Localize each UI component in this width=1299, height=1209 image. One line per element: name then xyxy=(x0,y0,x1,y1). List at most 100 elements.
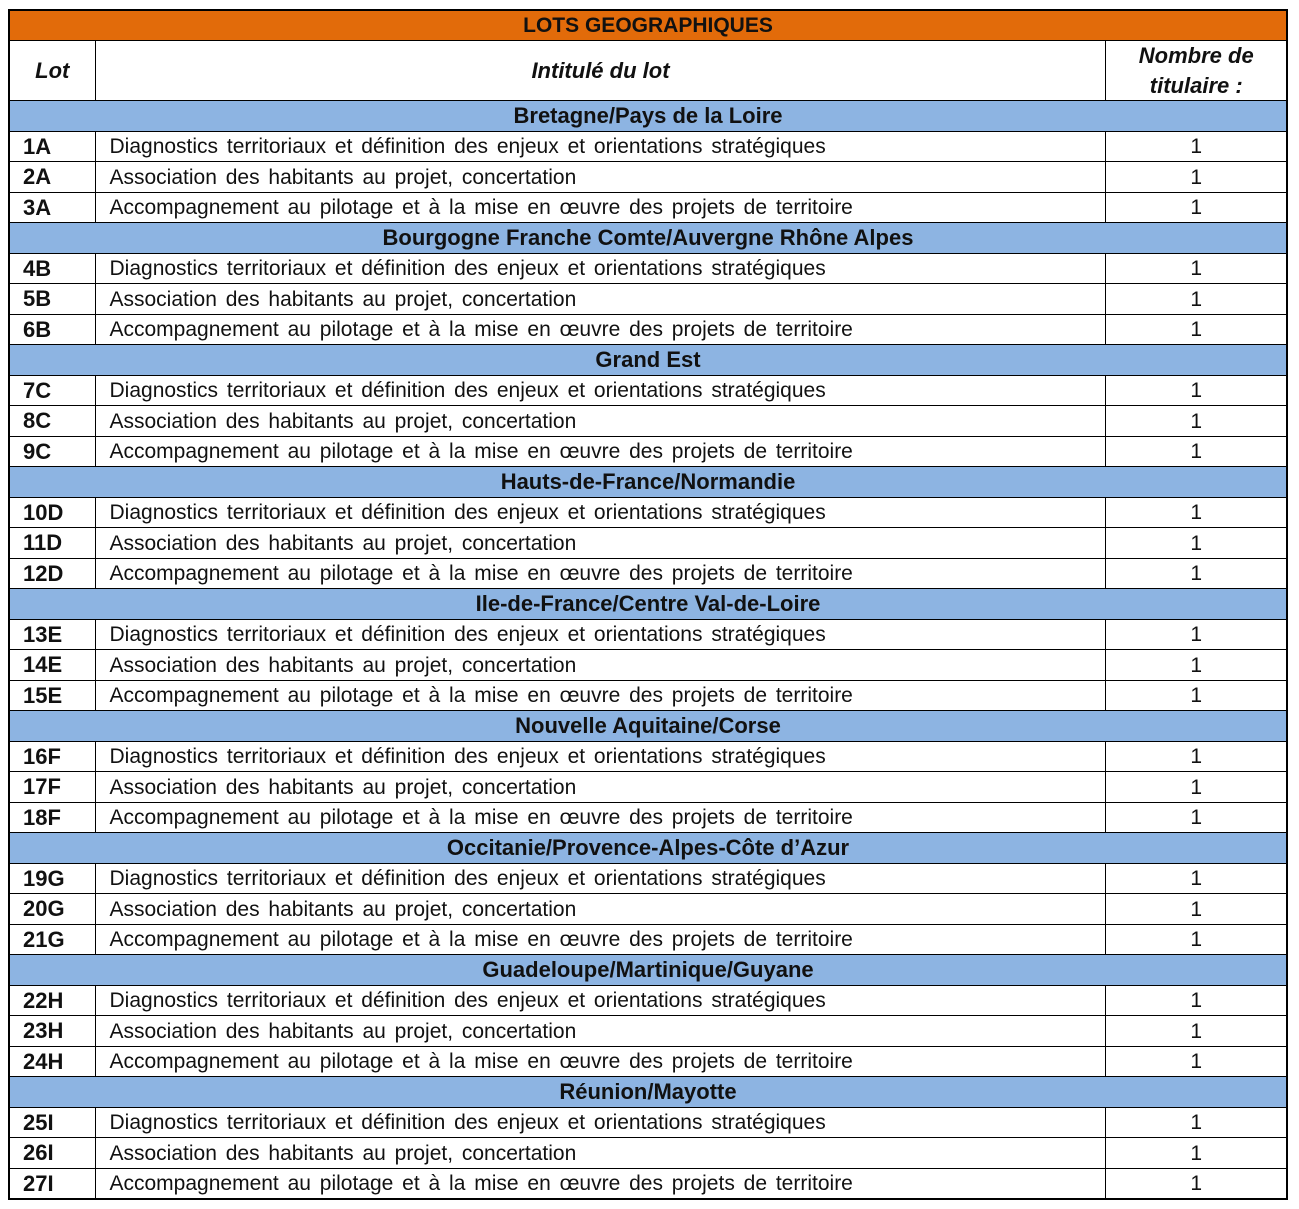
header-intitule: Intitulé du lot xyxy=(94,39,1107,102)
region-row: Guadeloupe/Martinique/Guyane xyxy=(8,954,1288,986)
lot-intitule: Association des habitants au projet, con… xyxy=(94,283,1107,315)
lot-nombre: 1 xyxy=(1105,618,1288,651)
lot-code: 6B xyxy=(8,313,96,346)
header-nombre: Nombre de titulaire : xyxy=(1105,39,1288,102)
lot-intitule: Accompagnement au pilotage et à la mise … xyxy=(94,1167,1107,1200)
lot-intitule: Diagnostics territoriaux et définition d… xyxy=(94,130,1107,163)
lot-nombre: 1 xyxy=(1105,923,1288,956)
lot-nombre: 1 xyxy=(1105,679,1288,712)
lot-nombre: 1 xyxy=(1105,130,1288,163)
lot-code: 23H xyxy=(8,1015,96,1047)
table-row: 9C Accompagnement au pilotage et à la mis… xyxy=(8,435,1288,468)
lot-intitule: Accompagnement au pilotage et à la mise … xyxy=(94,923,1107,956)
table-row: 25I Diagnostics territoriaux et définitio… xyxy=(8,1106,1288,1139)
header-row: Lot Intitulé du lot Nombre de titulaire : xyxy=(8,39,1288,102)
table-row: 8C Association des habitants au projet, c… xyxy=(8,405,1288,437)
table-row: 27I Accompagnement au pilotage et à la mi… xyxy=(8,1167,1288,1200)
lot-nombre: 1 xyxy=(1105,1045,1288,1078)
lots-table: LOTS GEOGRAPHIQUES Lot Intitulé du lot N… xyxy=(8,9,1288,1201)
region-row: Réunion/Mayotte xyxy=(8,1076,1288,1108)
lot-intitule: Diagnostics territoriaux et définition d… xyxy=(94,618,1107,651)
header-lot: Lot xyxy=(8,39,96,102)
table-row: 14E Association des habitants au projet, … xyxy=(8,649,1288,681)
lot-nombre: 1 xyxy=(1105,252,1288,285)
lot-nombre: 1 xyxy=(1105,161,1288,193)
lot-nombre: 1 xyxy=(1105,191,1288,224)
lot-intitule: Diagnostics territoriaux et définition d… xyxy=(94,862,1107,895)
lot-nombre: 1 xyxy=(1105,893,1288,925)
lot-code: 8C xyxy=(8,405,96,437)
table-row: 4B Diagnostics territoriaux et définition… xyxy=(8,252,1288,285)
title-row: LOTS GEOGRAPHIQUES xyxy=(8,9,1288,41)
lot-intitule: Association des habitants au projet, con… xyxy=(94,527,1107,559)
lot-intitule: Association des habitants au projet, con… xyxy=(94,1015,1107,1047)
table-row: 22H Diagnostics territoriaux et définitio… xyxy=(8,984,1288,1017)
region-name: Guadeloupe/Martinique/Guyane xyxy=(8,954,1288,986)
lot-intitule: Accompagnement au pilotage et à la mise … xyxy=(94,313,1107,346)
lot-nombre: 1 xyxy=(1105,374,1288,407)
lot-nombre: 1 xyxy=(1105,1137,1288,1169)
lot-nombre: 1 xyxy=(1105,496,1288,529)
lot-code: 27I xyxy=(8,1167,96,1200)
lot-intitule: Diagnostics territoriaux et définition d… xyxy=(94,1106,1107,1139)
lot-code: 2A xyxy=(8,161,96,193)
region-name: Hauts-de-France/Normandie xyxy=(8,466,1288,498)
region-name: Bourgogne Franche Comte/Auvergne Rhône A… xyxy=(8,222,1288,254)
region-row: Bretagne/Pays de la Loire xyxy=(8,100,1288,132)
lot-nombre: 1 xyxy=(1105,435,1288,468)
lot-intitule: Accompagnement au pilotage et à la mise … xyxy=(94,557,1107,590)
lot-nombre: 1 xyxy=(1105,1167,1288,1200)
lot-code: 19G xyxy=(8,862,96,895)
lot-code: 5B xyxy=(8,283,96,315)
lot-intitule: Association des habitants au projet, con… xyxy=(94,161,1107,193)
table-row: 10D Diagnostics territoriaux et définitio… xyxy=(8,496,1288,529)
lot-code: 18F xyxy=(8,801,96,834)
lot-code: 21G xyxy=(8,923,96,956)
lot-intitule: Association des habitants au projet, con… xyxy=(94,649,1107,681)
region-row: Hauts-de-France/Normandie xyxy=(8,466,1288,498)
lot-code: 10D xyxy=(8,496,96,529)
lot-code: 16F xyxy=(8,740,96,773)
table-row: 18F Accompagnement au pilotage et à la mi… xyxy=(8,801,1288,834)
region-row: Bourgogne Franche Comte/Auvergne Rhône A… xyxy=(8,222,1288,254)
region-name: Réunion/Mayotte xyxy=(8,1076,1288,1108)
table-row: 5B Association des habitants au projet, c… xyxy=(8,283,1288,315)
lot-code: 20G xyxy=(8,893,96,925)
region-row: Grand Est xyxy=(8,344,1288,376)
lot-nombre: 1 xyxy=(1105,283,1288,315)
lot-nombre: 1 xyxy=(1105,557,1288,590)
table-row: 26I Association des habitants au projet, … xyxy=(8,1137,1288,1169)
table-row: 6B Accompagnement au pilotage et à la mis… xyxy=(8,313,1288,346)
lot-code: 15E xyxy=(8,679,96,712)
table-row: 1A Diagnostics territoriaux et définition… xyxy=(8,130,1288,163)
lot-code: 14E xyxy=(8,649,96,681)
lot-intitule: Diagnostics territoriaux et définition d… xyxy=(94,496,1107,529)
lot-nombre: 1 xyxy=(1105,405,1288,437)
lot-nombre: 1 xyxy=(1105,771,1288,803)
lot-nombre: 1 xyxy=(1105,527,1288,559)
table-row: 20G Association des habitants au projet, … xyxy=(8,893,1288,925)
table-row: 24H Accompagnement au pilotage et à la mi… xyxy=(8,1045,1288,1078)
lot-intitule: Accompagnement au pilotage et à la mise … xyxy=(94,1045,1107,1078)
lot-intitule: Accompagnement au pilotage et à la mise … xyxy=(94,191,1107,224)
lot-intitule: Diagnostics territoriaux et définition d… xyxy=(94,740,1107,773)
lot-nombre: 1 xyxy=(1105,1015,1288,1047)
lot-code: 25I xyxy=(8,1106,96,1139)
lot-intitule: Association des habitants au projet, con… xyxy=(94,893,1107,925)
table-row: 13E Diagnostics territoriaux et définitio… xyxy=(8,618,1288,651)
region-name: Bretagne/Pays de la Loire xyxy=(8,100,1288,132)
lot-code: 22H xyxy=(8,984,96,1017)
lot-nombre: 1 xyxy=(1105,801,1288,834)
table-row: 21G Accompagnement au pilotage et à la mi… xyxy=(8,923,1288,956)
lot-code: 9C xyxy=(8,435,96,468)
lot-intitule: Diagnostics territoriaux et définition d… xyxy=(94,252,1107,285)
lot-nombre: 1 xyxy=(1105,862,1288,895)
table-row: 12D Accompagnement au pilotage et à la mi… xyxy=(8,557,1288,590)
lot-nombre: 1 xyxy=(1105,984,1288,1017)
lot-intitule: Association des habitants au projet, con… xyxy=(94,1137,1107,1169)
region-row: Ile-de-France/Centre Val-de-Loire xyxy=(8,588,1288,620)
table-row: 2A Association des habitants au projet, c… xyxy=(8,161,1288,193)
lot-nombre: 1 xyxy=(1105,740,1288,773)
table-row: 23H Association des habitants au projet, … xyxy=(8,1015,1288,1047)
lot-code: 3A xyxy=(8,191,96,224)
